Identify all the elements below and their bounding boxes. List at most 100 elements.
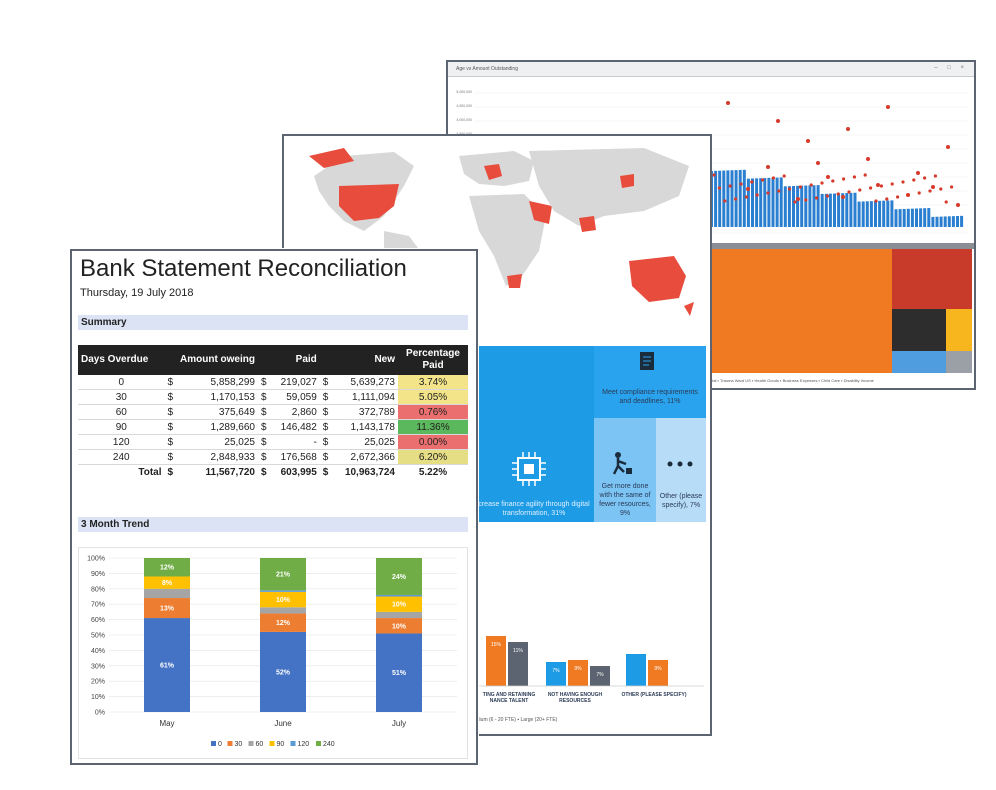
scatter-column — [841, 193, 845, 227]
row-amount: 2,848,933 — [176, 449, 258, 465]
scatter-point — [798, 185, 802, 189]
scatter-point — [885, 197, 889, 201]
data-label: 10% — [276, 597, 291, 604]
y-tick-label: 80% — [91, 586, 105, 593]
bar-segment-60 — [376, 611, 422, 619]
scatter-column — [771, 177, 775, 227]
bar-legend: edium (6 - 20 FTE) ▪ Large (20+ FTE) — [474, 717, 558, 723]
window-titlebar[interactable]: Age vs Amount Outstanding – □ × — [448, 62, 974, 77]
scatter-point — [841, 195, 845, 199]
scatter-column — [792, 186, 795, 227]
scatter-column — [751, 178, 754, 227]
scatter-y-tick: 4,000,000 — [456, 118, 472, 122]
scatter-point — [761, 178, 765, 182]
bar-segment-30 — [260, 613, 306, 632]
scatter-y-tick: 5,000,000 — [456, 90, 472, 94]
scatter-column — [894, 209, 898, 227]
scatter-column — [746, 178, 750, 227]
bar-segment-120 — [376, 594, 422, 597]
row-days: 240 — [78, 449, 165, 465]
survey-bar — [648, 660, 668, 686]
currency-symbol: $ — [322, 466, 329, 478]
total-new: 10,963,724 — [344, 466, 395, 478]
scatter-point — [890, 182, 894, 186]
tile-finance-agility[interactable] — [474, 346, 594, 522]
scatter-column — [931, 216, 935, 227]
scatter-point — [931, 185, 935, 189]
window-controls[interactable]: – □ × — [934, 65, 968, 71]
total-row: Total $11,567,720 $603,995 $10,963,724 5.22% — [78, 465, 468, 480]
bar-segment-90 — [260, 591, 306, 608]
treemap-tile-dark[interactable] — [892, 309, 946, 351]
scatter-point — [820, 181, 824, 185]
scatter-point — [815, 196, 819, 200]
summary-section-header: Summary — [78, 315, 468, 330]
row-new: 1,111,094 — [331, 389, 398, 405]
map-australia-highlight — [629, 256, 686, 302]
treemap-tile-grey[interactable] — [946, 351, 972, 373]
row-amount: 1,170,153 — [176, 389, 258, 405]
map-new-zealand-highlight — [684, 302, 694, 316]
survey-bar-label: 9% — [574, 666, 582, 672]
scatter-point — [901, 180, 905, 184]
scatter-point — [916, 171, 920, 175]
legend-label: 60 — [256, 741, 264, 748]
currency-symbol: $ — [258, 375, 270, 390]
treemap-header-bar — [710, 243, 974, 249]
treemap-tile-blue[interactable] — [892, 351, 946, 373]
y-tick-label: 60% — [91, 617, 105, 624]
legend-label: 120 — [298, 741, 310, 748]
scatter-point — [944, 200, 948, 204]
treemap-tile-large[interactable] — [710, 249, 892, 373]
scatter-column — [779, 177, 783, 227]
bar-category-resources: NOT HAVING ENOUGH RESOURCES — [547, 692, 603, 704]
data-label: 12% — [276, 620, 291, 627]
survey-bar-label: 9% — [654, 666, 662, 672]
y-tick-label: 30% — [91, 663, 105, 670]
scatter-column — [919, 208, 923, 227]
currency-symbol: $ — [164, 449, 177, 465]
scatter-point — [876, 183, 880, 187]
scatter-column — [722, 170, 726, 227]
scatter-column — [927, 208, 931, 227]
survey-bar — [486, 636, 506, 686]
scatter-point — [836, 192, 840, 196]
bar-segment-0 — [376, 633, 422, 712]
scatter-column — [915, 208, 918, 227]
scatter-point — [744, 195, 748, 199]
bar-category-talent: TING AND RETAINING NANCE TALENT — [482, 692, 536, 704]
row-paid: - — [270, 434, 320, 450]
map-alaska-highlight — [309, 148, 354, 168]
y-tick-label: 0% — [95, 710, 105, 717]
scatter-point — [712, 173, 716, 177]
scatter-column — [808, 185, 812, 227]
survey-bar — [568, 660, 588, 686]
survey-bar-chart: 15% 11% 7% 9% 7% 9% — [474, 636, 704, 687]
scatter-column — [730, 170, 734, 227]
tile-other[interactable] — [656, 418, 706, 522]
scatter-point — [847, 190, 851, 194]
scatter-column — [960, 215, 964, 227]
treemap-tile-red[interactable] — [892, 249, 972, 309]
checklist-icon — [640, 352, 654, 370]
map-middle-east-highlight — [529, 201, 552, 224]
currency-symbol: $ — [319, 375, 332, 390]
scatter-column — [816, 185, 820, 227]
treemap-tile-yellow[interactable] — [946, 309, 972, 351]
worker-icon — [612, 452, 632, 475]
data-label: 8% — [162, 580, 173, 587]
currency-symbol: $ — [164, 404, 177, 420]
scatter-column — [820, 193, 824, 227]
map-east-asia-highlight — [620, 174, 634, 188]
scatter-column — [906, 208, 910, 227]
currency-symbol: $ — [319, 419, 332, 435]
summary-table-body: 0 $5,858,299 $219,027 $5,639,273 3.74% 30 $1,1… — [78, 375, 468, 479]
row-days: 90 — [78, 419, 165, 435]
scatter-point — [771, 176, 775, 180]
tile-more-done-label: Get more done with the same of fewer res… — [599, 483, 651, 517]
legend-swatch — [227, 741, 233, 746]
row-new: 5,639,273 — [331, 375, 398, 390]
scatter-column — [800, 185, 804, 227]
tile-more-done[interactable] — [594, 418, 656, 522]
currency-symbol: $ — [164, 434, 177, 450]
